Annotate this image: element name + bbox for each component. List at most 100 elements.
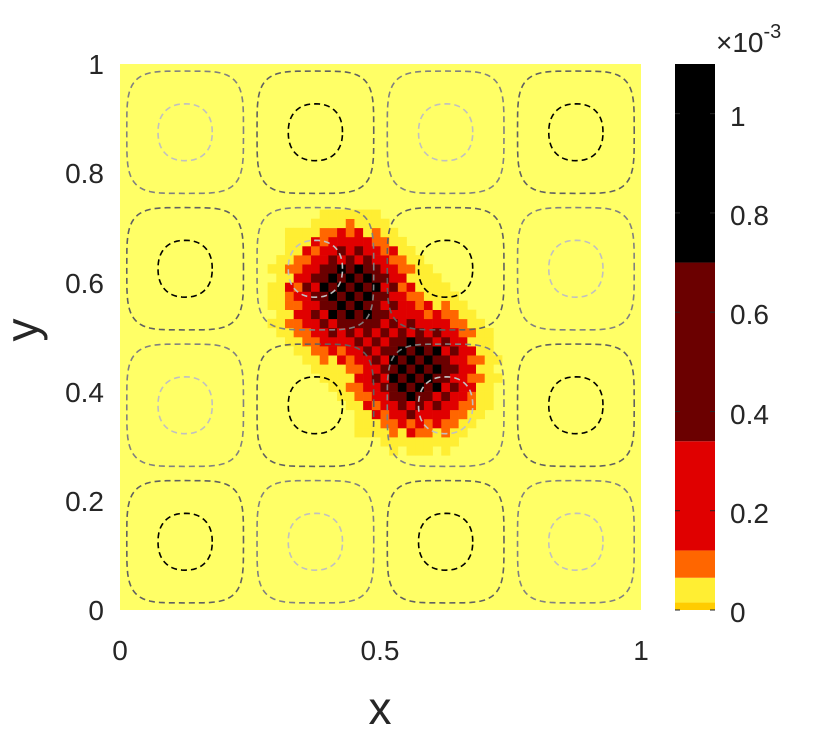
- heatmap-cell: [267, 264, 277, 274]
- heatmap-cell: [293, 291, 303, 301]
- heatmap-cell: [423, 300, 433, 310]
- x-tick-label: 0.5: [361, 635, 400, 666]
- heatmap-cell: [406, 255, 416, 265]
- colorbar-tick-label: 0.6: [730, 299, 769, 330]
- heatmap-cell: [328, 282, 338, 292]
- heatmap-cell: [311, 346, 321, 356]
- heatmap-cell: [449, 300, 459, 310]
- heatmap-cell: [458, 382, 468, 392]
- heatmap-cell: [354, 227, 364, 238]
- contour-line: [125, 206, 245, 331]
- heatmap-cell: [406, 382, 416, 392]
- heatmap-cell: [380, 346, 390, 356]
- colorbar-band: [675, 602, 715, 610]
- heatmap-cell: [337, 282, 347, 292]
- heatmap-cell: [441, 446, 451, 456]
- heatmap-cell: [354, 282, 364, 292]
- heatmap-cell: [432, 337, 442, 347]
- heatmap-cell: [406, 446, 416, 456]
- heatmap-cell: [389, 346, 399, 356]
- heatmap-cell: [423, 282, 433, 292]
- heatmap-cell: [397, 373, 407, 383]
- heatmap-cell: [380, 227, 390, 238]
- heatmap-cell: [363, 382, 373, 392]
- heatmap-cell: [415, 418, 425, 429]
- heatmap-cell: [293, 309, 303, 320]
- heatmap-cell: [441, 428, 451, 438]
- heatmap-cell: [415, 282, 425, 292]
- heatmap-cell: [302, 346, 312, 356]
- heatmap-cell: [328, 309, 338, 320]
- heatmap-cell: [371, 209, 381, 219]
- heatmap-cell: [284, 309, 294, 320]
- heatmap-cell: [423, 382, 433, 392]
- heatmap-cell: [389, 446, 399, 456]
- heatmap-cell: [467, 337, 477, 347]
- heatmap-cell: [363, 418, 373, 429]
- heatmap-cell: [363, 264, 373, 274]
- heatmap-cell: [337, 246, 347, 256]
- heatmap-cell: [267, 300, 277, 310]
- x-tick-label: 1: [633, 635, 649, 666]
- heatmap-cell: [484, 327, 494, 338]
- heatmap-cell: [389, 391, 399, 401]
- heatmap-cell: [311, 291, 321, 301]
- heatmap-cell: [328, 246, 338, 256]
- heatmap-cell: [415, 309, 425, 320]
- heatmap-cell: [293, 264, 303, 274]
- heatmap-cell: [319, 346, 329, 356]
- heatmap-cell: [363, 291, 373, 301]
- heatmap-cell: [415, 355, 425, 365]
- heatmap-cell: [363, 327, 373, 338]
- heatmap-cell: [406, 418, 416, 429]
- heatmap-cell: [371, 218, 381, 229]
- heatmap-cell: [389, 418, 399, 429]
- heatmap-cell: [406, 364, 416, 374]
- heatmap-cell: [302, 327, 312, 338]
- heatmap-cell: [449, 418, 459, 429]
- heatmap-cell: [406, 391, 416, 401]
- heatmap-cell: [415, 382, 425, 392]
- heatmap-cell: [423, 428, 433, 438]
- heatmap-cell: [467, 346, 477, 356]
- heatmap-cell: [302, 282, 312, 292]
- heatmap-cell: [415, 428, 425, 438]
- heatmap-cell: [423, 337, 433, 347]
- heatmap-cell: [406, 409, 416, 420]
- heatmap-cell: [441, 418, 451, 429]
- heatmap-cell: [319, 264, 329, 274]
- heatmap-cell: [476, 337, 485, 347]
- heatmap-cell: [345, 218, 355, 229]
- heatmap-cell: [467, 318, 477, 329]
- heatmap-cell: [389, 227, 399, 238]
- heatmap-cell: [423, 418, 433, 429]
- heatmap-cell: [267, 318, 277, 329]
- y-tick-label: 1: [88, 49, 104, 80]
- heatmap-cell: [380, 337, 390, 347]
- heatmap-cell: [319, 318, 329, 329]
- heatmap-cell: [371, 418, 381, 429]
- colorbar-band: [675, 262, 715, 442]
- heatmap-cell: [345, 227, 355, 238]
- heatmap-cell: [345, 400, 355, 411]
- heatmap-cell: [302, 255, 312, 265]
- heatmap-cell: [328, 236, 338, 247]
- heatmap-cell: [423, 437, 433, 447]
- heatmap-cell: [467, 373, 477, 383]
- heatmap-cell: [328, 300, 338, 310]
- heatmap-cell: [311, 273, 321, 283]
- heatmap-cell: [319, 337, 329, 347]
- heatmap-cell: [293, 227, 303, 238]
- heatmap-cell: [276, 327, 286, 338]
- heatmap-cell: [363, 309, 373, 320]
- heatmap-cell: [363, 318, 373, 329]
- colorbar-tick-label: 0.4: [730, 399, 769, 430]
- heatmap-cell: [449, 409, 459, 420]
- heatmap-cell: [415, 291, 425, 301]
- heatmap-cell: [406, 428, 416, 438]
- heatmap-cell: [302, 318, 312, 329]
- heatmap-cell: [328, 346, 338, 356]
- heatmap-cell: [337, 291, 347, 301]
- heatmap-cell: [458, 373, 468, 383]
